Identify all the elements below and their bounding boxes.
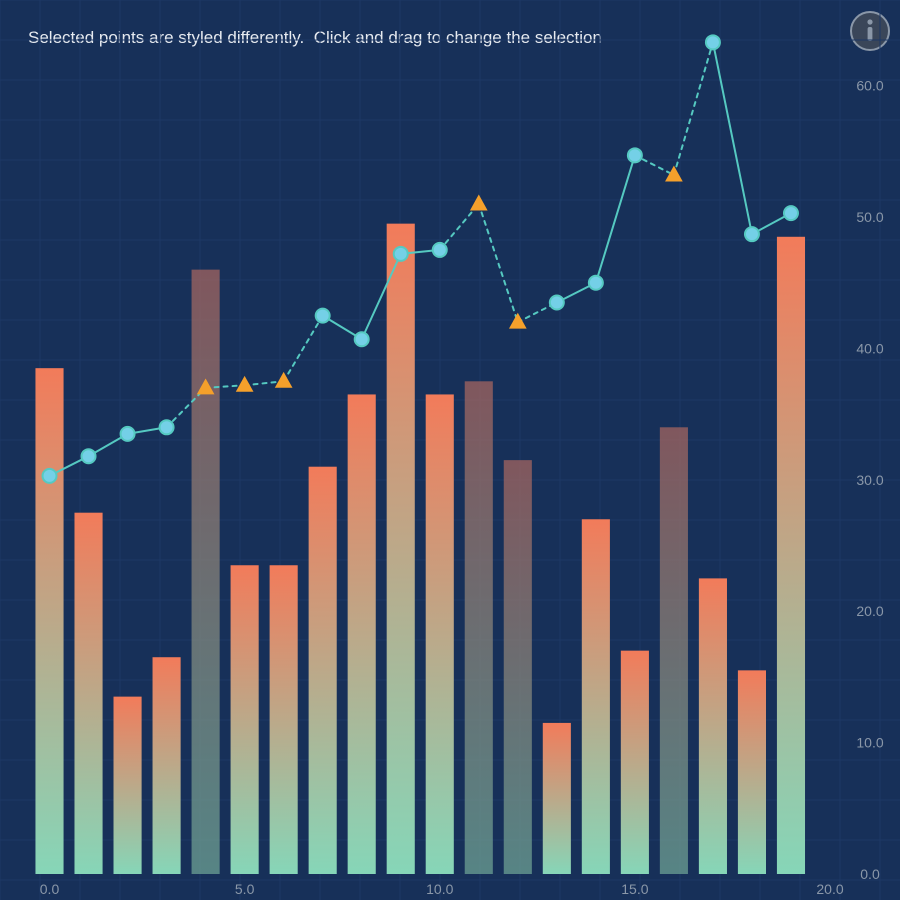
bar[interactable] xyxy=(192,270,220,874)
line-segment xyxy=(440,204,479,250)
y-tick-label: 20.0 xyxy=(856,603,883,619)
y-tick-label: 10.0 xyxy=(856,735,883,751)
combo-chart[interactable]: 0.0 5.0 10.0 15.0 20.0 0.0 10.0 20.0 30.0 40.0 50.… xyxy=(0,0,900,900)
bar[interactable] xyxy=(348,394,376,874)
x-tick-label: 20.0 xyxy=(816,881,843,897)
circle-marker[interactable] xyxy=(121,427,135,441)
markers-group xyxy=(43,35,798,483)
triangle-marker[interactable] xyxy=(276,373,292,387)
bar[interactable] xyxy=(738,670,766,874)
bar[interactable] xyxy=(543,723,571,874)
bar[interactable] xyxy=(504,460,532,874)
triangle-marker[interactable] xyxy=(510,314,526,328)
circle-marker[interactable] xyxy=(160,420,174,434)
bar[interactable] xyxy=(231,565,259,874)
circle-marker[interactable] xyxy=(706,35,720,49)
circle-marker[interactable] xyxy=(433,243,447,257)
circle-marker[interactable] xyxy=(628,148,642,162)
chart-stage: Selected points are styled differently. … xyxy=(0,0,900,900)
triangle-marker[interactable] xyxy=(237,377,253,391)
line-segment xyxy=(713,42,752,234)
circle-marker[interactable] xyxy=(43,469,57,483)
bar[interactable] xyxy=(699,578,727,874)
circle-marker[interactable] xyxy=(316,309,330,323)
bar[interactable] xyxy=(387,224,415,874)
bar[interactable] xyxy=(74,513,102,874)
bar[interactable] xyxy=(426,394,454,874)
bar[interactable] xyxy=(777,237,805,874)
x-tick-label: 10.0 xyxy=(426,881,453,897)
line-segment xyxy=(596,155,635,282)
circle-marker[interactable] xyxy=(589,276,603,290)
y-tick-label: 60.0 xyxy=(856,78,883,94)
bar[interactable] xyxy=(270,565,298,874)
x-tick-label: 5.0 xyxy=(235,881,255,897)
y-tick-label: 50.0 xyxy=(856,209,883,225)
triangle-marker[interactable] xyxy=(471,196,487,210)
y-tick-label: 30.0 xyxy=(856,472,883,488)
bar[interactable] xyxy=(465,381,493,874)
line-segment xyxy=(479,204,518,322)
bar[interactable] xyxy=(114,697,142,874)
bar[interactable] xyxy=(660,427,688,874)
x-tick-label: 0.0 xyxy=(40,881,60,897)
circle-marker[interactable] xyxy=(550,295,564,309)
circle-marker[interactable] xyxy=(745,227,759,241)
x-tick-label: 15.0 xyxy=(621,881,648,897)
circle-marker[interactable] xyxy=(394,247,408,261)
circle-marker[interactable] xyxy=(784,206,798,220)
y-tick-label: 0.0 xyxy=(860,866,880,882)
bar[interactable] xyxy=(621,651,649,874)
bar[interactable] xyxy=(153,657,181,874)
bars-group xyxy=(35,224,805,874)
y-tick-label: 40.0 xyxy=(856,340,883,356)
bar[interactable] xyxy=(309,467,337,874)
bar[interactable] xyxy=(582,519,610,874)
line-segment xyxy=(284,316,323,382)
circle-marker[interactable] xyxy=(82,449,96,463)
circle-marker[interactable] xyxy=(355,332,369,346)
bar[interactable] xyxy=(35,368,63,874)
